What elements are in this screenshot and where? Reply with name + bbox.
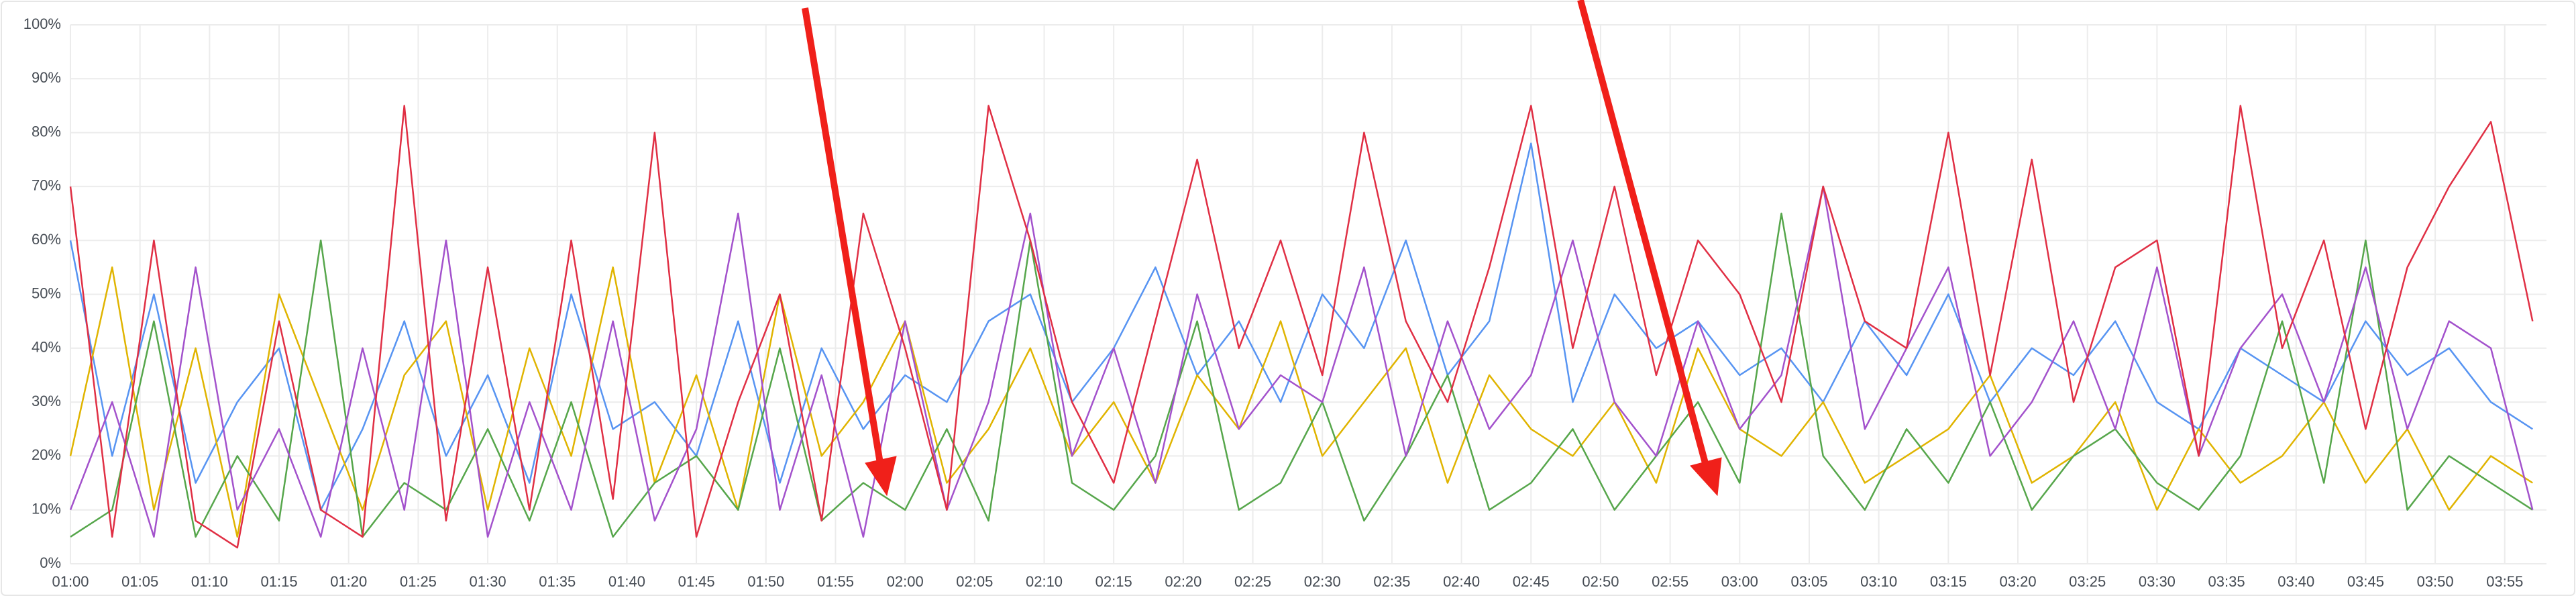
y-tick-label: 70%	[32, 177, 61, 194]
y-tick-label: 0%	[40, 554, 61, 571]
x-tick-label: 01:55	[817, 573, 854, 590]
x-tick-label: 03:40	[2277, 573, 2314, 590]
x-tick-label: 02:35	[1373, 573, 1410, 590]
x-tick-label: 01:20	[330, 573, 367, 590]
annotation-arrows	[802, 0, 1722, 497]
x-tick-label: 03:30	[2139, 573, 2176, 590]
x-tick-label: 03:55	[2486, 573, 2523, 590]
x-tick-label: 03:20	[2000, 573, 2037, 590]
x-tick-label: 02:50	[1582, 573, 1619, 590]
labels: 0% 10% 20% 30% 40% 50% 60% 70% 80% 90% 100% 01:00 01…	[23, 15, 2524, 590]
x-tick-label: 02:10	[1026, 573, 1063, 590]
y-tick-label: 80%	[32, 123, 61, 140]
y-tick-label: 50%	[32, 285, 61, 301]
x-tick-label: 03:15	[1930, 573, 1967, 590]
x-tick-label: 02:55	[1652, 573, 1688, 590]
series-line	[69, 142, 2533, 511]
x-tick-label: 02:05	[956, 573, 993, 590]
x-tick-label: 01:10	[191, 573, 228, 590]
x-tick-label: 02:15	[1095, 573, 1132, 590]
y-tick-label: 60%	[32, 231, 61, 248]
x-tick-label: 02:00	[887, 573, 924, 590]
x-tick-label: 01:35	[539, 573, 576, 590]
series-line	[69, 105, 2534, 549]
x-tick-label: 03:25	[2069, 573, 2106, 590]
x-tick-label: 02:45	[1513, 573, 1550, 590]
x-tick-label: 02:40	[1443, 573, 1480, 590]
series-line	[70, 212, 2533, 538]
y-tick-label: 30%	[32, 393, 61, 409]
x-tick-label: 01:45	[678, 573, 715, 590]
x-tick-label: 01:05	[121, 573, 158, 590]
x-tick-label: 03:50	[2417, 573, 2454, 590]
x-tick-label: 03:45	[2347, 573, 2384, 590]
x-tick-label: 03:35	[2208, 573, 2245, 590]
x-tick-label: 01:40	[608, 573, 645, 590]
x-tick-label: 02:25	[1234, 573, 1271, 590]
x-tick-label: 01:50	[747, 573, 784, 590]
y-tick-label: 100%	[23, 15, 61, 32]
series-line	[69, 185, 2534, 538]
x-tick-label: 03:00	[1721, 573, 1758, 590]
x-tick-label: 02:30	[1304, 573, 1341, 590]
lines	[69, 105, 2534, 549]
y-tick-label: 20%	[32, 446, 61, 463]
x-tick-label: 03:05	[1790, 573, 1827, 590]
arrow-head	[1690, 457, 1722, 497]
y-tick-label: 90%	[32, 69, 61, 86]
arrow-shaft	[1577, 0, 1709, 464]
arrow-head	[865, 456, 897, 497]
arrow-shaft	[802, 7, 883, 464]
x-tick-label: 02:20	[1165, 573, 1201, 590]
x-tick-label: 01:25	[400, 573, 437, 590]
x-tick-label: 01:15	[261, 573, 298, 590]
y-tick-label: 10%	[32, 501, 61, 517]
x-tick-label: 03:10	[1860, 573, 1897, 590]
y-tick-label: 40%	[32, 339, 61, 356]
x-tick-label: 01:00	[52, 573, 89, 590]
x-tick-label: 01:30	[470, 573, 506, 590]
